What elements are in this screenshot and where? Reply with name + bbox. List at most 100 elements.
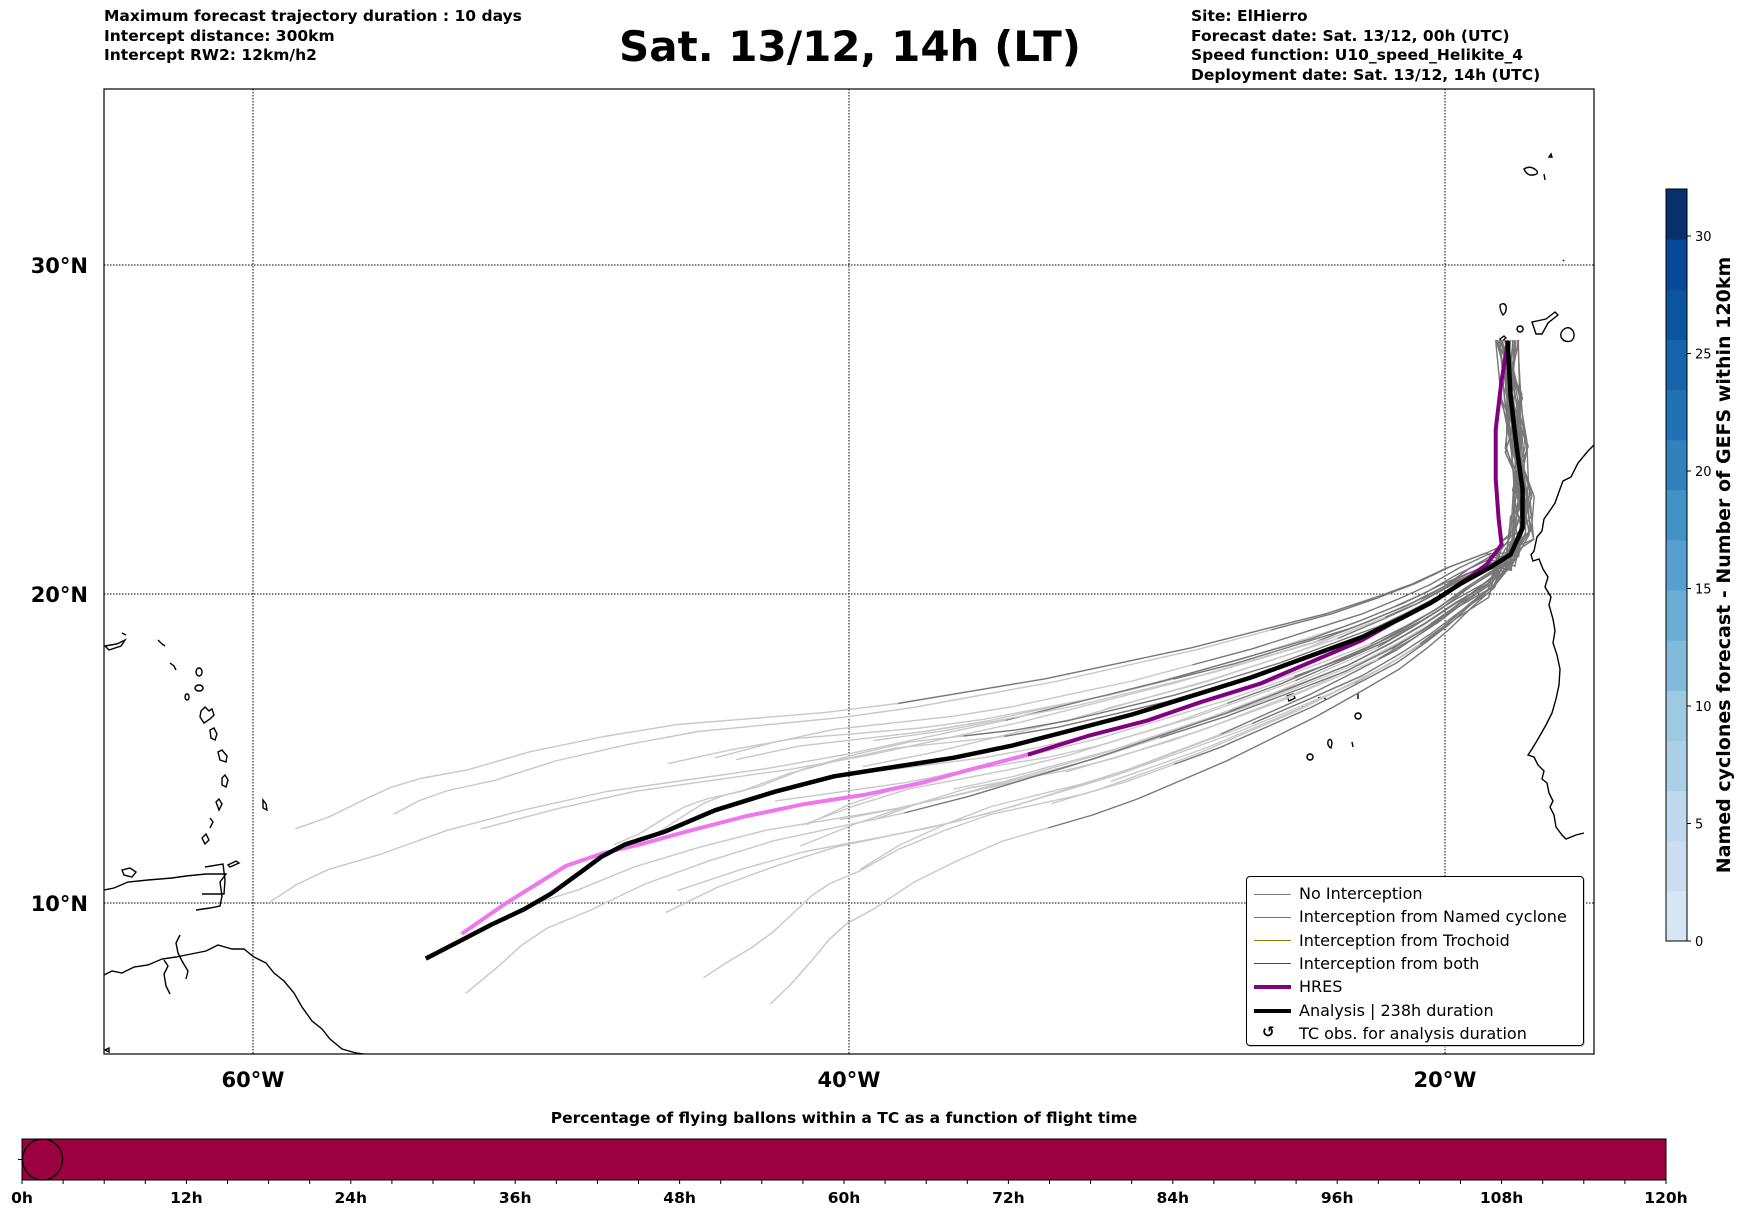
coast-madeira-islet [1547,152,1553,158]
colorbar-frame [1665,188,1688,942]
colorbar-segment [1666,640,1687,691]
colorbar-tick-label: 30 [1695,230,1712,245]
timebar-title: Percentage of flying ballons within a TC… [550,1109,1138,1127]
colorbar-segment [1666,339,1687,391]
ensemble-member-trajectory [1004,340,1525,722]
deployment-date-text: Deployment date: Sat. 13/12, 14h (UTC) [1191,65,1541,84]
coast-trinidad [202,863,226,895]
coast-st-vincent [215,797,223,812]
header-right-info: Site: ElHierro Forecast date: Sat. 13/12… [1191,7,1540,85]
ensemble-member-trajectory-late [873,616,1386,742]
ensemble-member-trajectory [1317,340,1527,642]
colorbar-segment [1666,840,1687,892]
colorbar-segment [1666,740,1687,792]
coast-desertas [1543,173,1546,181]
ensemble-member-trajectory-late [872,648,1392,821]
coast-virgin-islands [121,632,127,636]
ensemble-member-trajectory-late [295,702,899,830]
lon-label: 40°W [818,1068,881,1092]
timebar-tick-label: 84h [1156,1189,1189,1207]
legend-item: ↺ TC obs. for analysis duration [1247,1023,1583,1045]
legend-swatch [1254,985,1291,990]
ensemble-member-trajectory [903,340,1524,814]
legend-label: Interception from Trochoid [1299,930,1510,950]
ensemble-member-trajectory-late [802,702,1228,826]
coast-lesser-antilles-2 [169,662,177,671]
legend-item: Interception from both [1247,953,1583,975]
max-duration-text: Maximum forecast trajectory duration : 1… [104,7,522,25]
colorbar-tick-label: 20 [1695,465,1712,480]
ensemble-member-trajectory [1251,340,1530,725]
coast-left-edge-fragment [104,1046,110,1054]
timebar-tick-label: 60h [828,1189,861,1207]
colorbar-segment [1666,389,1687,441]
coast-la-gomera [1516,325,1524,333]
ensemble-member-trajectory-late [535,737,1161,904]
legend-label: HRES [1299,977,1343,997]
coast-lake [163,959,171,995]
coast-west-africa [1526,444,1594,840]
coast-martinique [217,749,228,763]
colorbar-segment [1666,590,1687,641]
coast-st-lucia [221,773,229,789]
ensemble-member-trajectory [1172,340,1529,766]
ensemble-member-trajectory [897,340,1529,705]
ensemble-member-trajectory-late [634,735,964,844]
coastlines [104,152,1594,1054]
lat-label: 10°N [31,892,88,916]
ensemble-member-trajectory-late [393,629,1272,815]
colorbar-segment [1666,539,1687,591]
coast-cape-verde-3 [1351,741,1354,748]
ensemble-member-trajectory-late [665,722,1253,913]
timebar-fill [21,1138,1667,1181]
colorbar-tick-label: 0 [1695,935,1703,950]
timebar-tick-label: 48h [663,1189,696,1207]
coast-cape-verde-2 [1327,738,1333,750]
site-text: Site: ElHierro [1191,7,1308,25]
colorbar-label: Named cyclones forecast - Number of GEFS… [1713,256,1735,874]
colorbar-segment [1666,890,1687,942]
legend-label: Interception from Named cyclone [1299,907,1567,927]
latitude-labels: 30°N 20°N 10°N [31,254,88,916]
legend-swatch [1254,940,1291,942]
timebar-tick-label: 0h [11,1189,33,1207]
colorbar-segment [1666,790,1687,842]
legend-label: Analysis | 238h duration [1299,1000,1494,1020]
timebar-tick-label: 36h [499,1189,532,1207]
ensemble-member-trajectory [962,340,1534,737]
ensemble-member-trajectory-late [267,719,1006,904]
analysis-trajectory [424,340,1525,961]
map-frame [103,88,1595,1055]
tc-percentage-bar: 0h 12h 24h 36h 48h 60h 72h 84h 96h 108h 120h [11,1138,1688,1207]
colorbar-tick-label: 15 [1695,583,1712,598]
forecast-date-text: Forecast date: Sat. 13/12, 00h (UTC) [1191,26,1510,45]
timebar-tick-label: 24h [334,1189,367,1207]
ensemble-member-trajectory-late [703,763,1175,979]
ensemble-member-trajectory [1292,340,1527,678]
ensemble-member-trajectory [1191,340,1535,666]
colorbar-tick-label: 10 [1695,700,1712,715]
longitude-labels: 60°W 40°W 20°W [222,1068,1477,1092]
coast-guadeloupe [199,706,215,724]
coast-la-palma [1499,303,1507,316]
coast-bonaire-curacao [121,867,138,878]
legend-item: Interception from Named cyclone [1247,906,1583,928]
timebar-tick-label: 96h [1321,1189,1354,1207]
coast-tenerife [1531,311,1560,335]
ensemble-member-trajectory-late [1051,643,1421,805]
legend-swatch [1254,893,1291,895]
timebar-tick-label: 12h [170,1189,203,1207]
ensemble-member-trajectory-late [1065,658,1379,773]
lat-label: 20°N [31,583,88,607]
lat-label: 30°N [31,254,88,278]
intercept-distance-text: Intercept distance: 300km [104,26,335,45]
page-title: Sat. 13/12, 14h (LT) [0,22,1700,71]
ensemble-member-trajectory-late [770,827,1049,1005]
map-legend: No Interception Interception from Named c… [1246,876,1584,1046]
colorbar-segment [1666,239,1687,290]
colorbar: 0 5 10 15 20 25 30 [1665,188,1712,950]
coast-puerto-rico [104,638,128,651]
colorbar-segment [1666,289,1687,340]
ensemble-member-trajectory-late [465,812,905,994]
